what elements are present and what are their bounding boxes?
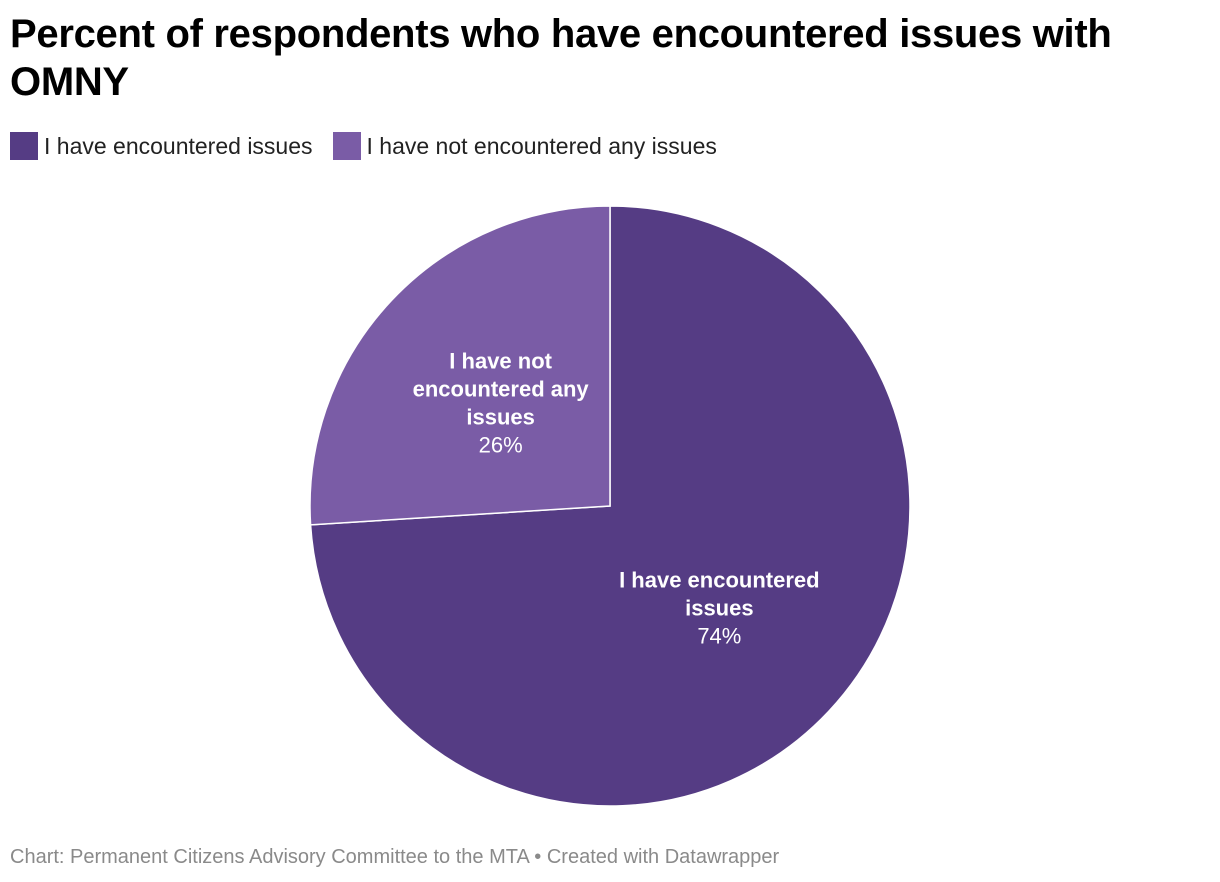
pie-slice-not-encountered: [309, 205, 611, 526]
legend: I have encountered issues I have not enc…: [10, 132, 737, 160]
slice-value-encountered: 74%: [697, 624, 741, 649]
chart-title: Percent of respondents who have encounte…: [10, 12, 1112, 104]
pie-slices: [309, 205, 911, 807]
legend-item-not-encountered: I have not encountered any issues: [332, 132, 717, 160]
slice-label-not-encountered-line-3: issues: [466, 404, 535, 429]
pie-labels: I have encountered issues 74% I have not enc…: [413, 348, 820, 648]
legend-swatch-not-encountered: [332, 132, 361, 160]
slice-value-not-encountered: 26%: [479, 432, 523, 457]
slice-label-encountered-line-2: issues: [685, 596, 754, 621]
legend-swatch-encountered: [10, 132, 38, 160]
pie-chart: I have encountered issues 74% I have not enc…: [309, 205, 911, 807]
footer-source: Chart: Permanent Citizens Advisory Commi…: [10, 846, 529, 868]
slice-label-not-encountered-line-2: encountered any: [413, 376, 590, 401]
footer-separator: •: [534, 846, 542, 868]
legend-label-encountered: I have encountered issues: [44, 132, 313, 159]
slice-label-encountered-line-1: I have encountered: [619, 568, 820, 593]
legend-item-encountered: I have encountered issues: [10, 132, 313, 160]
slice-label-not-encountered-line-1: I have not: [449, 348, 552, 373]
chart-footer: Chart: Permanent Citizens Advisory Commi…: [10, 846, 779, 869]
legend-label-not-encountered: I have not encountered any issues: [366, 132, 717, 159]
footer-credit: Created with Datawrapper: [546, 846, 780, 868]
